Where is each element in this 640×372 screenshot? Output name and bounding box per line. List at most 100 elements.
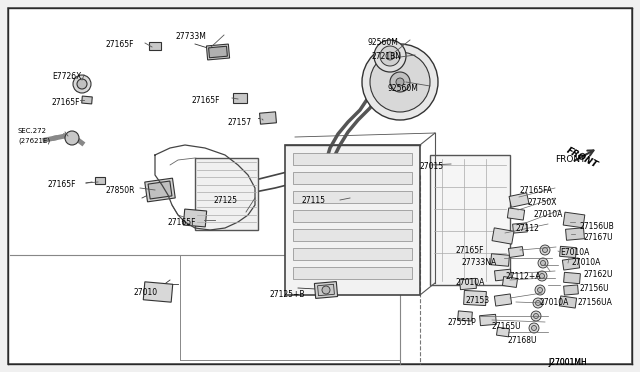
Circle shape (374, 40, 406, 72)
Circle shape (396, 78, 404, 86)
Circle shape (531, 326, 536, 330)
Circle shape (541, 260, 545, 266)
Text: (27621E): (27621E) (18, 138, 50, 144)
Circle shape (73, 75, 91, 93)
Circle shape (535, 285, 545, 295)
Text: 27167U: 27167U (583, 233, 612, 242)
Text: 27010A: 27010A (456, 278, 485, 287)
Text: 92560M: 92560M (367, 38, 398, 47)
Bar (293, 153, 412, 165)
Text: 27010A: 27010A (539, 298, 568, 307)
Bar (293, 191, 412, 203)
Circle shape (65, 131, 79, 145)
Text: 27156UA: 27156UA (578, 298, 613, 307)
Text: 27156UB: 27156UB (580, 222, 615, 231)
Text: 27750X: 27750X (527, 198, 557, 207)
Bar (260, 112, 276, 124)
Bar (293, 210, 412, 222)
Circle shape (322, 286, 330, 294)
Circle shape (370, 52, 430, 112)
Bar (195, 158, 258, 230)
Circle shape (386, 52, 394, 60)
Circle shape (380, 46, 400, 66)
Bar (293, 267, 412, 279)
Bar (143, 282, 173, 302)
Text: 27165FA: 27165FA (520, 186, 553, 195)
Text: 27125+B: 27125+B (269, 290, 305, 299)
Text: 27153: 27153 (466, 296, 490, 305)
Bar (293, 248, 412, 260)
Text: J27001MH: J27001MH (548, 358, 587, 367)
Text: 27010A: 27010A (533, 210, 563, 219)
Bar (285, 145, 420, 295)
Text: SEC.272: SEC.272 (18, 128, 47, 134)
Bar (293, 229, 412, 241)
Bar (463, 291, 486, 305)
Bar (314, 282, 338, 298)
Text: 27010: 27010 (133, 288, 157, 297)
Circle shape (540, 245, 550, 255)
Circle shape (533, 298, 543, 308)
Text: 2721BN: 2721BN (372, 52, 402, 61)
Text: 27010A: 27010A (572, 258, 602, 267)
Circle shape (531, 311, 541, 321)
Bar (495, 269, 511, 281)
Bar (513, 223, 527, 233)
Text: 27156U: 27156U (580, 284, 610, 293)
Text: 27112: 27112 (516, 224, 540, 233)
Text: 27850R: 27850R (105, 186, 134, 195)
Circle shape (362, 44, 438, 120)
Bar (559, 246, 577, 258)
Bar (148, 181, 172, 199)
Bar (494, 294, 511, 306)
Text: 27733NA: 27733NA (462, 258, 497, 267)
Circle shape (534, 314, 538, 318)
Text: 27165F: 27165F (47, 180, 76, 189)
Circle shape (537, 271, 547, 281)
Circle shape (390, 72, 410, 92)
Text: 27165F: 27165F (105, 40, 134, 49)
Bar (508, 208, 525, 220)
Bar (430, 155, 510, 285)
Bar (460, 278, 476, 290)
Text: 27165F: 27165F (192, 96, 221, 105)
Circle shape (529, 323, 539, 333)
Bar (479, 314, 497, 326)
Bar (82, 96, 92, 104)
Bar (563, 212, 585, 228)
Bar (458, 311, 472, 321)
Text: 27165F: 27165F (456, 246, 484, 255)
Bar (490, 254, 509, 266)
Bar (492, 228, 514, 244)
Bar (209, 46, 227, 58)
Bar (233, 93, 247, 103)
Bar (508, 247, 524, 257)
Text: 27168U: 27168U (508, 336, 538, 345)
Circle shape (538, 288, 543, 292)
Bar (509, 193, 529, 207)
Bar (207, 44, 230, 60)
Text: 92560M: 92560M (388, 84, 419, 93)
Text: E7010A: E7010A (560, 248, 589, 257)
Text: 27551P: 27551P (448, 318, 477, 327)
Text: FRONT: FRONT (565, 146, 600, 170)
Text: 27733M: 27733M (175, 32, 206, 41)
Bar (317, 284, 335, 296)
Text: 27112+A: 27112+A (506, 272, 541, 281)
Text: 27165U: 27165U (491, 322, 520, 331)
Bar (497, 327, 509, 337)
Bar (563, 258, 580, 270)
Text: E7726X: E7726X (52, 72, 81, 81)
Circle shape (536, 301, 541, 305)
Bar (564, 272, 580, 284)
Text: 27115: 27115 (302, 196, 326, 205)
Text: J27001MH: J27001MH (548, 358, 587, 367)
Text: 27015: 27015 (420, 162, 444, 171)
Circle shape (77, 79, 87, 89)
Text: 27165F: 27165F (52, 98, 81, 107)
Bar (293, 172, 412, 184)
Circle shape (543, 247, 547, 253)
Bar (145, 178, 175, 202)
Text: 27157: 27157 (228, 118, 252, 127)
Bar (564, 285, 579, 295)
